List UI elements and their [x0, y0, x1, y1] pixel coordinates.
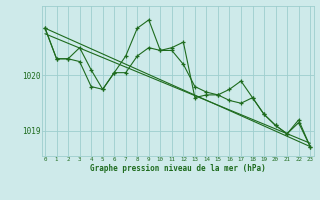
- X-axis label: Graphe pression niveau de la mer (hPa): Graphe pression niveau de la mer (hPa): [90, 164, 266, 173]
